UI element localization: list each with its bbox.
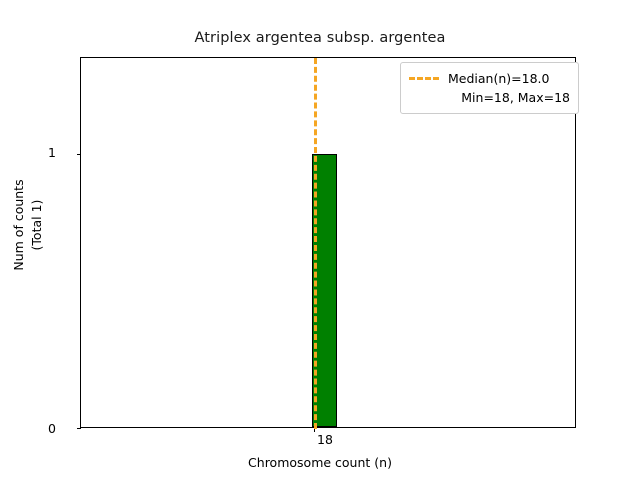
x-tick-label-18: 18 [317, 432, 333, 447]
x-axis-label: Chromosome count (n) [248, 455, 392, 470]
dashed-line-icon [409, 77, 439, 80]
legend-label-median: Median(n)=18.0 [448, 71, 550, 86]
legend-entry-minmax: Min=18, Max=18 [409, 88, 570, 107]
y-tick-label-0: 0 [48, 421, 56, 436]
y-tick-mark-0 [76, 427, 81, 429]
median-line [314, 58, 317, 429]
y-tick-mark-1 [76, 153, 81, 155]
chart-title: Atriplex argentea subsp. argentea [194, 30, 446, 46]
legend-entry-median: Median(n)=18.0 [409, 69, 570, 88]
plot-area [76, 57, 576, 433]
y-axis-label-wrapper: Num of counts (Total 1) [8, 60, 48, 390]
legend-label-minmax: Min=18, Max=18 [461, 90, 570, 105]
x-tick-mark-18 [314, 427, 315, 433]
y-axis-label: Num of counts (Total 1) [10, 179, 44, 271]
y-tick-label-1: 1 [48, 145, 56, 161]
chart-legend: Median(n)=18.0 Min=18, Max=18 [400, 62, 579, 114]
